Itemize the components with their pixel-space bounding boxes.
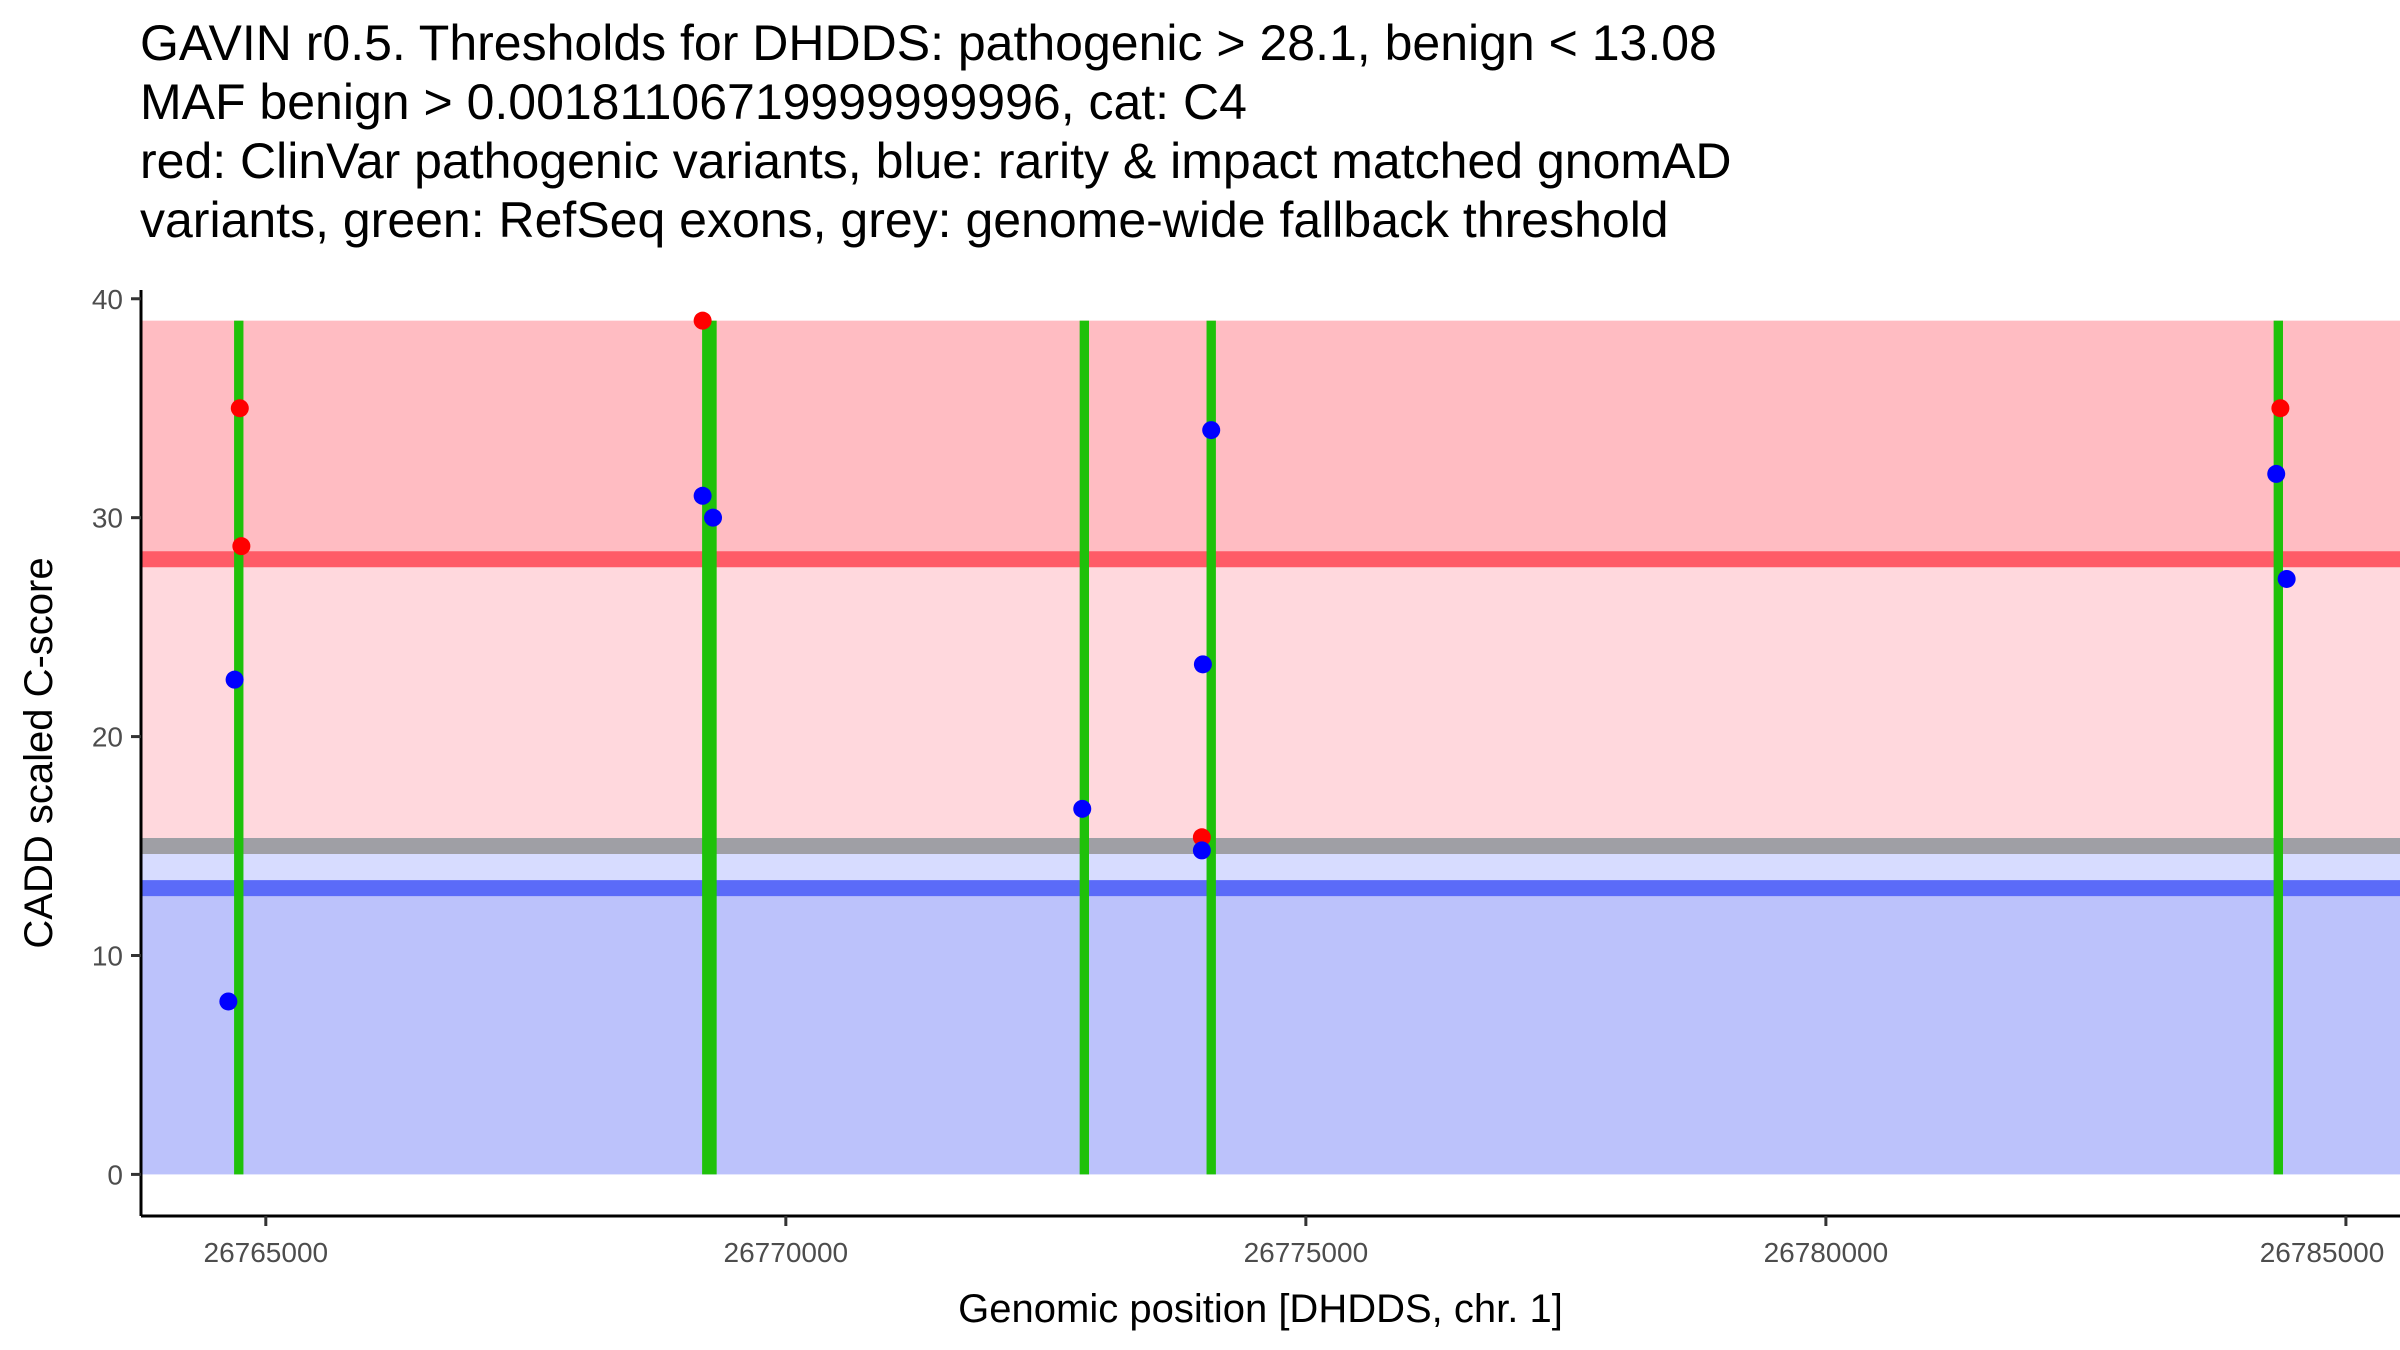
- pathogenic-zone: [141, 320, 2400, 560]
- clinvar-point-2: [232, 537, 251, 556]
- x-tick-label-26770000: 26770000: [724, 1237, 849, 1268]
- y-tick-label-20: 20: [92, 722, 123, 753]
- gnomad-point-7: [1202, 421, 1221, 440]
- clinvar-point-1: [230, 399, 249, 418]
- x-tick-label-26785000: 26785000: [2260, 1237, 2385, 1268]
- x-tick-label-26780000: 26780000: [1764, 1237, 1889, 1268]
- title-line-4: variants, green: RefSeq exons, grey: gen…: [140, 192, 1669, 248]
- exon-bar-4: [1206, 320, 1216, 1175]
- exon-bar-3: [1079, 320, 1090, 1175]
- x-tick-label-26775000: 26775000: [1244, 1237, 1369, 1268]
- y-tick-label-10: 10: [92, 940, 123, 971]
- gnomad-point-8: [1192, 841, 1211, 860]
- x-axis-title: Genomic position [DHDDS, chr. 1]: [958, 1287, 1563, 1331]
- exon-bar-2: [702, 320, 717, 1175]
- clinvar-point-5: [2271, 399, 2290, 418]
- clinvar-point-3: [693, 311, 712, 330]
- gnomad-point-9: [2267, 464, 2286, 483]
- gnomad-point-2: [219, 992, 238, 1011]
- uncertain-zone: [141, 559, 2400, 847]
- benign-zone: [141, 888, 2400, 1175]
- gnomad-point-5: [1073, 799, 1092, 818]
- axes: 0 10 20 30 40 26765000 26770000 26775000 2678000…: [92, 284, 2400, 1268]
- gnomad-point-6: [1193, 655, 1212, 674]
- gnomad-point-10: [2277, 569, 2296, 588]
- title-line-2: MAF benign > 0.00181106719999999996, cat…: [140, 74, 1247, 130]
- chart-title: GAVIN r0.5. Thresholds for DHDDS: pathog…: [140, 15, 1731, 248]
- exon-bar-1: [234, 320, 244, 1175]
- exon-bar-5: [2273, 320, 2283, 1175]
- y-axis-title: CADD scaled C-score: [17, 557, 61, 948]
- title-line-3: red: ClinVar pathogenic variants, blue: …: [140, 133, 1731, 189]
- gnomad-point-1: [225, 670, 244, 689]
- gnomad-point-3: [693, 486, 712, 505]
- clinvar-point-4: [1192, 828, 1211, 847]
- gnomad-point-4: [704, 508, 723, 527]
- y-tick-label-40: 40: [92, 284, 123, 315]
- title-line-1: GAVIN r0.5. Thresholds for DHDDS: pathog…: [140, 15, 1717, 71]
- plot-area: [141, 311, 2400, 1175]
- y-tick-label-30: 30: [92, 503, 123, 534]
- y-tick-label-0: 0: [107, 1159, 123, 1190]
- x-tick-label-26765000: 26765000: [204, 1237, 329, 1268]
